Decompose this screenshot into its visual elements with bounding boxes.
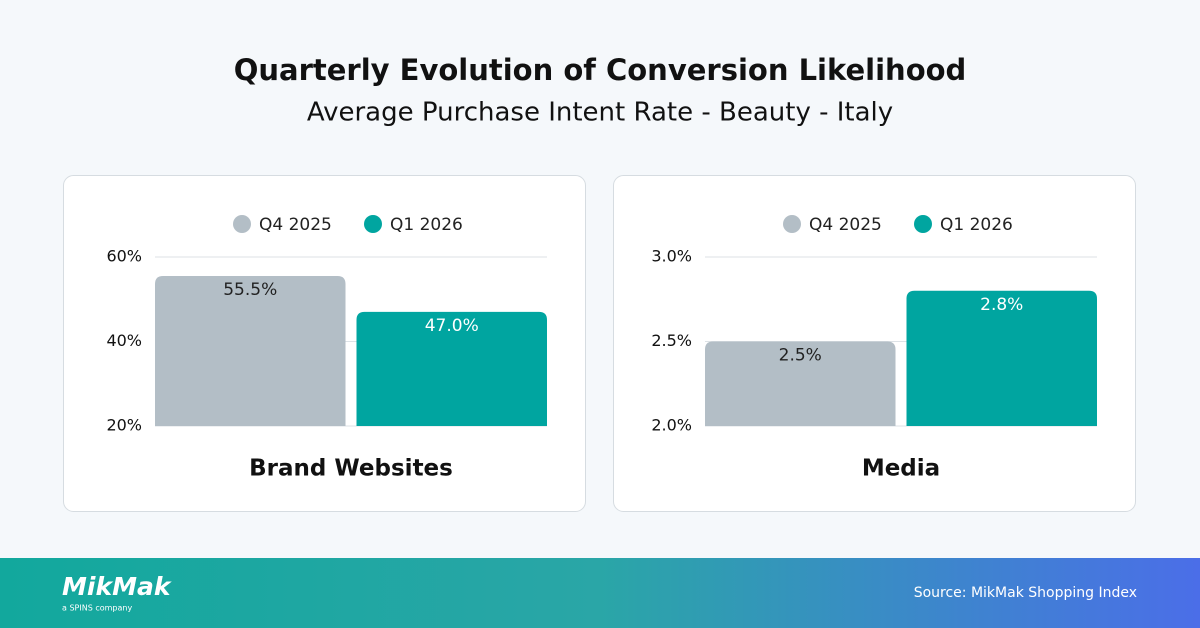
bar — [906, 290, 1097, 426]
page-subtitle: Average Purchase Intent Rate - Beauty - … — [307, 98, 893, 128]
bar — [155, 276, 346, 426]
y-tick-label: 20% — [106, 416, 142, 435]
footer — [0, 558, 1200, 628]
bar — [705, 341, 896, 426]
category-label: Brand Websites — [249, 456, 453, 482]
legend-marker — [914, 215, 932, 233]
y-tick-label: 40% — [106, 331, 142, 350]
value-label: 55.5% — [223, 280, 277, 300]
legend-marker — [233, 215, 251, 233]
value-label: 2.5% — [779, 346, 822, 366]
source: Source: MikMak Shopping Index — [914, 585, 1137, 601]
y-tick-label: 3.0% — [651, 247, 692, 266]
page-title: Quarterly Evolution of Conversion Likeli… — [234, 53, 967, 87]
legend-label: Q1 2026 — [940, 215, 1013, 235]
legend-label: Q1 2026 — [390, 215, 463, 235]
legend-label: Q4 2025 — [259, 215, 332, 235]
value-label: 2.8% — [980, 295, 1023, 315]
legend-marker — [364, 215, 382, 233]
legend-label: Q4 2025 — [809, 215, 882, 235]
legend-marker — [783, 215, 801, 233]
logo: MikMak — [62, 572, 172, 601]
category-label: Media — [862, 456, 940, 482]
y-tick-label: 60% — [106, 247, 142, 266]
bar — [356, 311, 547, 426]
logo-tagline: a SPINS company — [62, 604, 132, 613]
y-tick-label: 2.0% — [651, 416, 692, 435]
y-tick-label: 2.5% — [651, 331, 692, 350]
value-label: 47.0% — [425, 316, 479, 336]
